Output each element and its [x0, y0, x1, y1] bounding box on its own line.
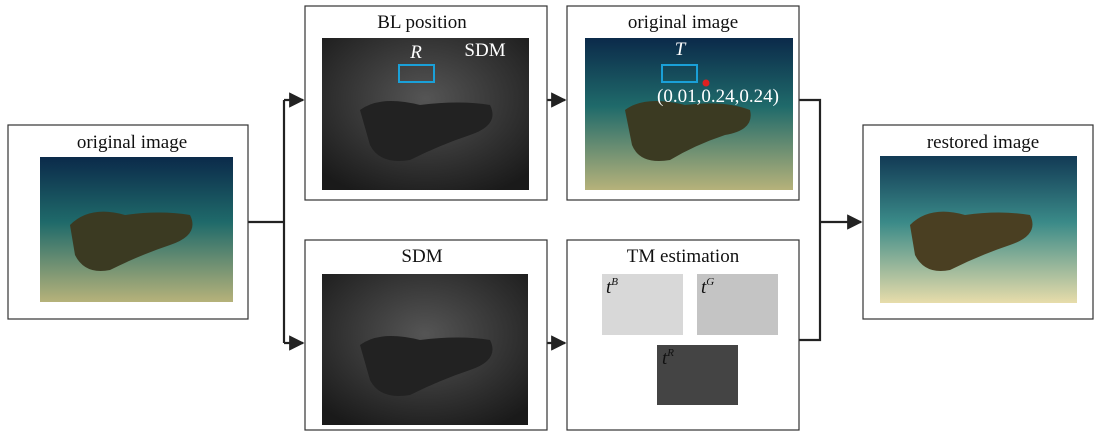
panel-title: TM estimation: [627, 246, 740, 267]
label: R: [409, 42, 422, 63]
map-sup: B: [611, 276, 618, 288]
panel-title: original image: [77, 132, 187, 153]
diagram: original image BL position R SDM origina…: [0, 0, 1101, 438]
label: SDM: [464, 40, 505, 61]
map-sup: R: [666, 347, 674, 359]
map-sup: G: [706, 276, 714, 288]
label: (0.01,0.24,0.24): [657, 86, 779, 107]
panel-title: restored image: [927, 132, 1039, 153]
panel-title: original image: [628, 12, 738, 33]
panel-title: SDM: [401, 246, 442, 267]
panel-title: BL position: [377, 12, 467, 33]
label: T: [675, 39, 687, 60]
